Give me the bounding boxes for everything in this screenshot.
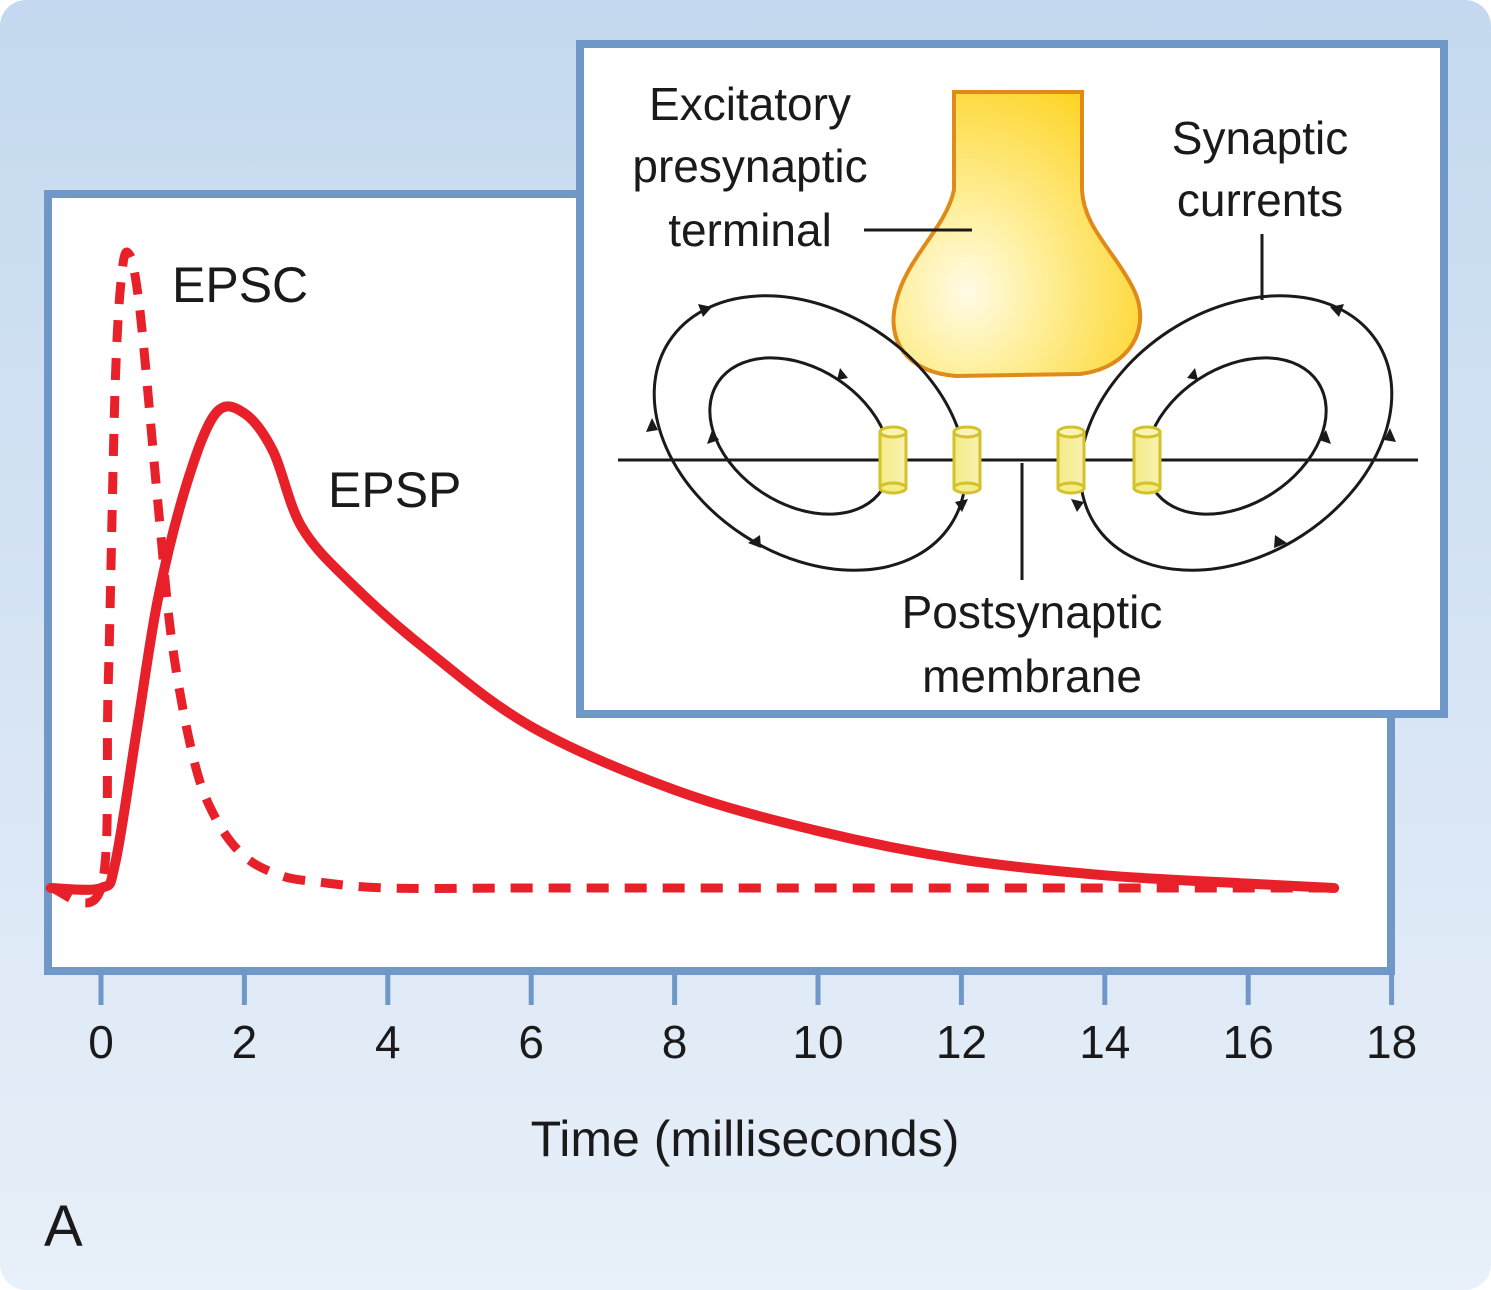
x-tick-label: 12 — [936, 1016, 987, 1068]
epsp-label: EPSP — [328, 462, 461, 518]
epsc-curve — [49, 247, 1335, 908]
svg-text:terminal: terminal — [668, 204, 832, 256]
x-tick-label: 6 — [518, 1016, 544, 1068]
svg-text:presynaptic: presynaptic — [632, 140, 867, 192]
x-axis: 0 2 4 6 8 10 12 14 16 18 — [88, 975, 1417, 1068]
ion-channel — [952, 425, 982, 495]
x-tick-label: 16 — [1223, 1016, 1274, 1068]
epsc-label: EPSC — [172, 257, 308, 313]
x-axis-title: Time (milliseconds) — [531, 1111, 960, 1167]
presynaptic-label: Excitatory presynaptic terminal — [632, 78, 867, 256]
synapse-inset: Excitatory presynaptic terminal Synaptic… — [576, 40, 1448, 718]
svg-text:Excitatory: Excitatory — [649, 78, 851, 130]
synaptic-currents-label: Synaptic currents — [1172, 112, 1348, 226]
presynaptic-terminal — [891, 90, 1143, 379]
current-loop-outer-right — [1078, 294, 1394, 572]
ion-channels — [878, 425, 1162, 495]
x-tick-label: 0 — [88, 1016, 114, 1068]
ion-channel — [1132, 425, 1162, 495]
x-tick-label: 2 — [232, 1016, 258, 1068]
x-tick-label: 8 — [662, 1016, 688, 1068]
x-tick-label: 4 — [375, 1016, 401, 1068]
current-loop-outer-left — [652, 294, 968, 572]
epsp-curve — [45, 401, 1340, 895]
svg-text:currents: currents — [1177, 174, 1343, 226]
x-tick-label: 14 — [1079, 1016, 1130, 1068]
x-tick-label: 18 — [1366, 1016, 1417, 1068]
x-tick-label: 10 — [792, 1016, 843, 1068]
ion-channel — [1056, 425, 1086, 495]
current-arrows — [646, 304, 1396, 548]
svg-text:membrane: membrane — [922, 650, 1142, 702]
panel-label: A — [44, 1194, 83, 1259]
postsynaptic-label: Postsynaptic membrane — [902, 586, 1163, 702]
svg-text:Synaptic: Synaptic — [1172, 112, 1348, 164]
ion-channel — [878, 425, 908, 495]
svg-text:Postsynaptic: Postsynaptic — [902, 586, 1163, 638]
